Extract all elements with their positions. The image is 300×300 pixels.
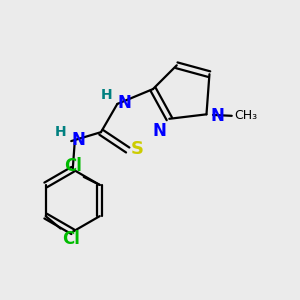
- Text: S: S: [131, 140, 144, 158]
- Text: N: N: [152, 122, 166, 140]
- Text: CH₃: CH₃: [234, 109, 257, 122]
- Text: H: H: [54, 125, 66, 139]
- Text: N: N: [117, 94, 131, 112]
- Text: N: N: [71, 131, 85, 149]
- Text: N: N: [210, 107, 224, 125]
- Text: Cl: Cl: [64, 158, 82, 175]
- Text: H: H: [100, 88, 112, 102]
- Text: Cl: Cl: [62, 230, 80, 248]
